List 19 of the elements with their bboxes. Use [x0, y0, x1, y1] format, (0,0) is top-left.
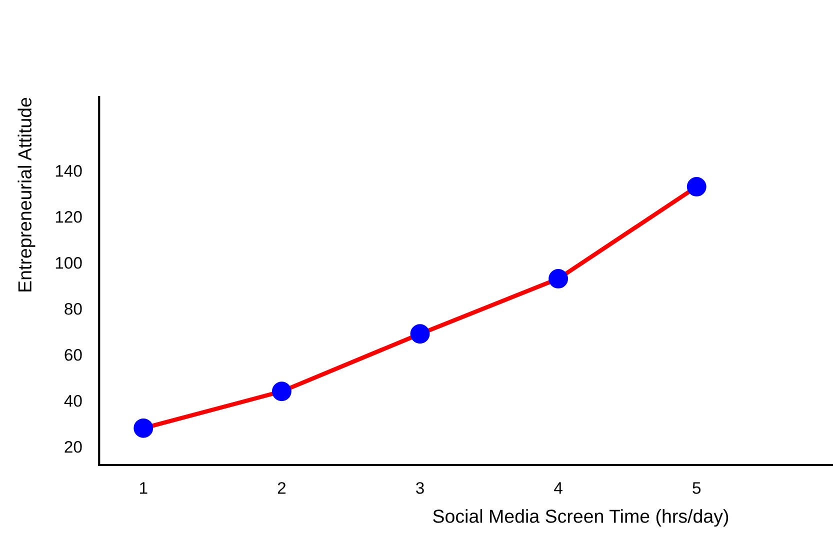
x-tick-label: 5 [692, 482, 701, 494]
x-tick-label: 4 [554, 482, 562, 494]
x-tick-label: 1 [140, 482, 148, 494]
x-tick-label: 2 [278, 482, 286, 494]
y-tick-label: 100 [56, 257, 82, 269]
point [410, 324, 430, 344]
x-tick-label: 3 [416, 482, 424, 494]
point [134, 418, 154, 438]
y-tick-label: 80 [64, 302, 82, 315]
y-axis-title: Entrepreneurial Attitude [18, 98, 36, 292]
point [548, 268, 568, 288]
x-axis-title: Social Media Screen Time (hrs/day) [433, 509, 728, 527]
point [686, 176, 706, 196]
point [272, 382, 292, 402]
y-tick-label: 140 [56, 165, 82, 177]
y-tick-label: 20 [64, 440, 82, 453]
y-tick-label: 40 [64, 394, 82, 407]
y-tick-label: 120 [56, 211, 82, 223]
y-tick-label: 60 [64, 348, 82, 361]
